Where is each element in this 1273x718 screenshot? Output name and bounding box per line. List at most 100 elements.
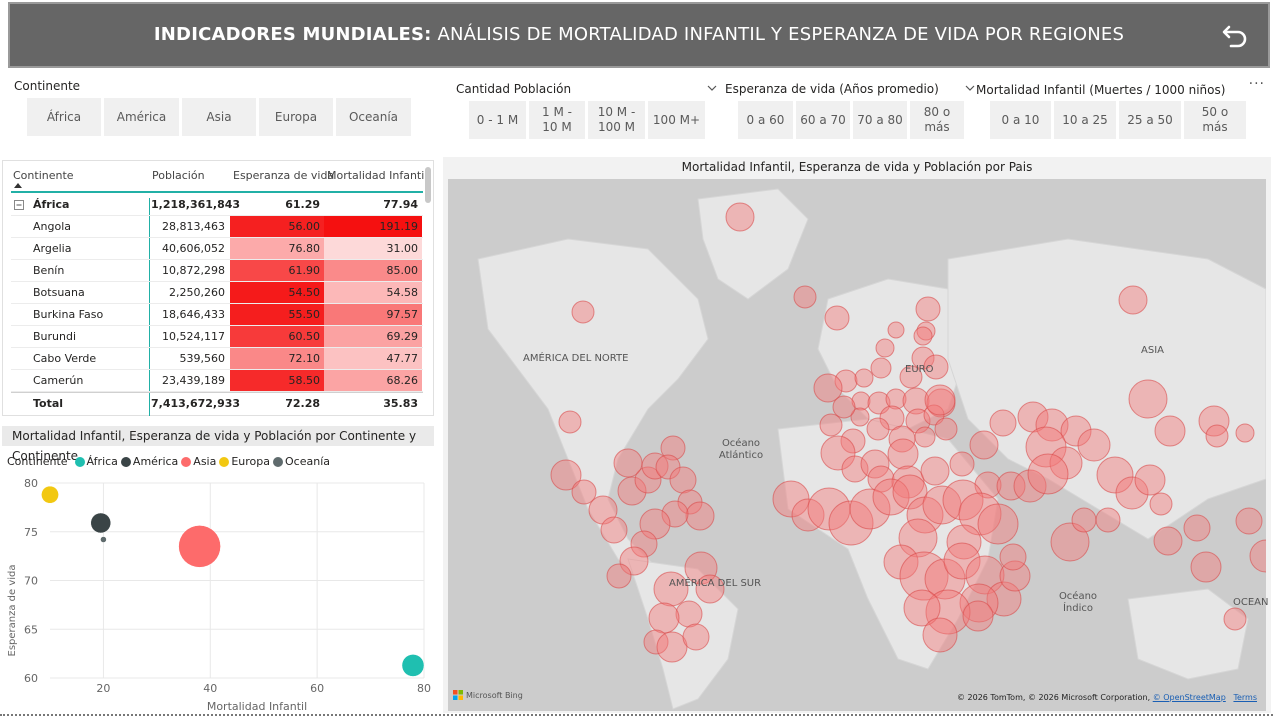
esperanza-option-0-60[interactable]: 0 a 60 (738, 101, 793, 139)
country-bubble[interactable] (920, 456, 950, 486)
continente-option-europa[interactable]: Europa (259, 98, 333, 136)
country-bubble[interactable] (1205, 424, 1229, 448)
country-bubble[interactable] (922, 617, 958, 653)
country-bubble[interactable] (1183, 514, 1211, 542)
world-map[interactable] (448, 179, 1266, 711)
country-bubble[interactable] (899, 551, 949, 601)
country-bubble[interactable] (913, 326, 933, 346)
continente-option-africa[interactable]: África (27, 98, 101, 136)
country-bubble[interactable] (819, 413, 843, 437)
legend-item-label[interactable]: América (132, 455, 179, 468)
country-bubble[interactable] (962, 600, 994, 632)
country-bubble[interactable] (866, 417, 890, 441)
country-bubble[interactable] (550, 459, 582, 491)
country-bubble[interactable] (634, 466, 662, 494)
legend-swatch[interactable] (181, 456, 192, 467)
country-bubble[interactable] (571, 479, 597, 505)
country-bubble[interactable] (682, 623, 710, 651)
country-bubble[interactable] (1071, 507, 1097, 533)
country-bubble[interactable] (695, 574, 725, 604)
country-bubble[interactable] (571, 300, 595, 324)
country-bubble[interactable] (558, 410, 582, 434)
bubble-asia[interactable] (178, 525, 221, 568)
mortalidad-option-50-mas[interactable]: 50 o más (1184, 101, 1246, 139)
more-options-icon[interactable]: ... (1248, 72, 1265, 88)
bubble-chart[interactable]: 80 75 70 65 60 20 40 60 80 Mortalidad Infantil Esp… (2, 471, 434, 716)
bubble-oceana[interactable] (100, 536, 107, 543)
country-bubble[interactable] (813, 373, 843, 403)
esperanza-option-80-mas[interactable]: 80 o más (910, 101, 964, 139)
poblacion-option-10m-100m[interactable]: 10 M - 100 M (588, 101, 645, 139)
country-bubble[interactable] (851, 391, 871, 411)
country-bubble[interactable] (1190, 551, 1222, 583)
country-bubble[interactable] (943, 542, 981, 580)
openstreetmap-link[interactable]: © OpenStreetMap (1152, 693, 1226, 702)
country-bubble[interactable] (1235, 423, 1255, 443)
country-bubble[interactable] (925, 589, 971, 635)
country-bubble[interactable] (661, 500, 689, 528)
country-bubble[interactable] (892, 474, 928, 510)
country-bubble[interactable] (1115, 476, 1149, 510)
country-bubble[interactable] (914, 426, 936, 448)
country-bubble[interactable] (946, 524, 982, 560)
mortalidad-option-0-10[interactable]: 0 a 10 (990, 101, 1051, 139)
country-bubble[interactable] (832, 395, 856, 419)
country-bubble[interactable] (849, 488, 891, 530)
bubble-europa[interactable] (41, 485, 59, 504)
country-bubble[interactable] (1118, 285, 1148, 315)
country-bubble[interactable] (915, 296, 941, 322)
country-bubble[interactable] (684, 551, 718, 585)
country-bubble[interactable] (617, 476, 647, 506)
collapse-icon[interactable] (14, 200, 24, 210)
legend-item-label[interactable]: Asia (193, 455, 217, 468)
country-bubble[interactable] (1249, 539, 1266, 573)
country-bubble[interactable] (977, 503, 1019, 545)
country-bubble[interactable] (934, 417, 958, 441)
country-bubble[interactable] (834, 369, 858, 393)
esperanza-option-70-80[interactable]: 70 a 80 (853, 101, 907, 139)
country-bubble[interactable] (1077, 428, 1111, 462)
table-row[interactable]: Angola 28,813,463 56.00 191.19 (11, 216, 423, 238)
country-bubble[interactable] (903, 589, 941, 627)
legend-swatch[interactable] (74, 456, 85, 467)
country-bubble[interactable] (793, 285, 817, 309)
table-row[interactable]: Burundi 10,524,117 60.50 69.29 (11, 326, 423, 348)
country-bubble[interactable] (641, 452, 669, 480)
country-bubble[interactable] (1154, 415, 1186, 447)
table-row[interactable]: Benín 10,872,298 61.90 85.00 (11, 260, 423, 282)
table-row[interactable]: Cabo Verde 539,560 72.10 47.77 (11, 348, 423, 370)
country-bubble[interactable] (911, 346, 935, 370)
legend-item-label[interactable]: Europa (231, 455, 271, 468)
table-row[interactable]: Burkina Faso 18,646,433 55.50 97.57 (11, 304, 423, 326)
country-bubble[interactable] (1027, 453, 1069, 495)
country-bubble[interactable] (613, 448, 643, 478)
legend-item-label[interactable]: Oceanía (285, 455, 330, 468)
poblacion-option-100m-plus[interactable]: 100 M+ (648, 101, 705, 139)
country-bubble[interactable] (898, 518, 938, 558)
country-bubble[interactable] (656, 631, 688, 663)
legend-swatch[interactable] (273, 456, 284, 467)
country-bubble[interactable] (653, 571, 689, 607)
country-bubble[interactable] (588, 495, 618, 525)
poblacion-option-1m-10m[interactable]: 1 M - 10 M (529, 101, 585, 139)
chevron-down-icon[interactable] (707, 84, 717, 92)
country-bubble[interactable] (1235, 507, 1263, 535)
country-bubble[interactable] (824, 305, 850, 331)
country-bubble[interactable] (902, 387, 930, 415)
country-bubble[interactable] (630, 530, 658, 558)
continente-option-oceania[interactable]: Oceanía (336, 98, 411, 136)
country-bubble[interactable] (1134, 464, 1166, 496)
continente-option-america[interactable]: América (104, 98, 179, 136)
country-bubble[interactable] (942, 479, 984, 521)
country-bubble[interactable] (870, 357, 892, 379)
country-bubble[interactable] (887, 438, 919, 470)
country-bubble[interactable] (828, 500, 874, 546)
country-bubble[interactable] (885, 388, 907, 410)
country-bubble[interactable] (1223, 607, 1247, 631)
country-bubble[interactable] (887, 321, 905, 339)
terms-link[interactable]: Terms (1233, 693, 1257, 702)
table-group-row[interactable]: África 1,218,361,843 61.29 77.94 (11, 194, 423, 216)
country-bubble[interactable] (860, 449, 890, 479)
country-bubble[interactable] (969, 430, 999, 460)
country-bubble[interactable] (660, 435, 686, 461)
